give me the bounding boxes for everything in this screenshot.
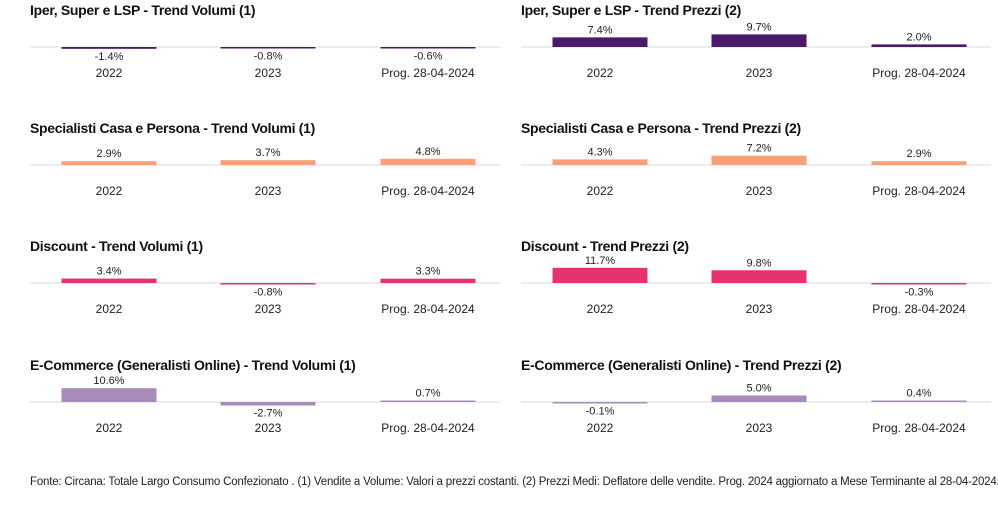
- data-label: 3.3%: [415, 266, 440, 278]
- data-label: 7.4%: [587, 24, 612, 36]
- bar: [220, 160, 316, 165]
- category-label: 2022: [587, 421, 614, 435]
- data-label: -0.6%: [414, 51, 443, 63]
- category-label: 2023: [746, 302, 773, 316]
- bar-chart: 2.9% 2022 3.7% 2023 4.8% Prog. 28-04-2024: [30, 146, 500, 198]
- bar: [61, 47, 157, 49]
- data-label: 2.9%: [906, 148, 931, 160]
- data-label: 4.8%: [415, 146, 440, 158]
- chart-title: Specialisti Casa e Persona - Trend Volum…: [30, 120, 316, 136]
- bar-chart: 4.3% 2022 7.2% 2023 2.9% Prog. 28-04-2024: [521, 143, 991, 198]
- category-label: 2023: [255, 66, 282, 80]
- data-label: 0.4%: [906, 388, 931, 400]
- bar: [871, 44, 967, 47]
- chart-panel-3: Specialisti Casa e Persona - Trend Volum…: [30, 120, 510, 235]
- data-label: -0.8%: [254, 51, 283, 63]
- data-label: 4.3%: [587, 146, 612, 158]
- chart-panel-8: E-Commerce (Generalisti Online) - Trend …: [521, 357, 998, 472]
- bar: [380, 278, 476, 283]
- bar: [871, 161, 967, 165]
- chart-title: E-Commerce (Generalisti Online) - Trend …: [521, 357, 842, 373]
- chart-panel-5: Discount - Trend Volumi (1) 3.4% 2022 -0.8…: [30, 238, 510, 353]
- chart-title: Iper, Super e LSP - Trend Prezzi (2): [521, 2, 742, 18]
- data-label: -0.1%: [586, 406, 615, 418]
- category-label: 2022: [96, 184, 123, 198]
- bar: [552, 37, 648, 47]
- bar: [220, 402, 316, 406]
- chart-title: E-Commerce (Generalisti Online) - Trend …: [30, 357, 356, 373]
- chart-panel-6: Discount - Trend Prezzi (2) 11.7% 2022 9.8…: [521, 238, 998, 353]
- bar: [220, 47, 316, 49]
- category-label: 2023: [255, 302, 282, 316]
- bar: [61, 161, 157, 165]
- data-label: 3.4%: [96, 266, 121, 278]
- bar: [61, 388, 157, 402]
- bar-chart: 10.6% 2022 -2.7%2023 0.7% Prog. 28-04-2024: [30, 375, 500, 435]
- data-label: 7.2%: [746, 143, 771, 155]
- bar-chart: -0.1% 2022 5.0% 2023 0.4% Prog. 28-04-2024: [521, 383, 991, 435]
- chart-title: Discount - Trend Prezzi (2): [521, 238, 689, 254]
- chart-panel-1: Iper, Super e LSP - Trend Volumi (1) -1.…: [30, 2, 510, 117]
- bar: [711, 34, 807, 47]
- chart-panel-7: E-Commerce (Generalisti Online) - Trend …: [30, 357, 510, 472]
- category-label: 2022: [96, 66, 123, 80]
- category-label: Prog. 28-04-2024: [381, 184, 475, 198]
- data-label: 9.8%: [746, 257, 771, 269]
- data-label: 3.7%: [255, 147, 280, 159]
- data-label: 2.9%: [96, 148, 121, 160]
- category-label: 2023: [255, 184, 282, 198]
- bar-chart: -1.4% 2022 -0.8% 2023 -0.6% Prog. 28-04-2024: [30, 46, 500, 80]
- bar-chart: 3.4% 2022 -0.8% 2023 3.3% Prog. 28-04-2024: [30, 266, 500, 316]
- bar: [552, 159, 648, 165]
- bar: [220, 283, 316, 285]
- data-label: 11.7%: [585, 255, 616, 267]
- category-label: 2022: [587, 184, 614, 198]
- bar-chart: 7.4% 2022 9.7% 2023 2.0% Prog. 28-04-2024: [521, 21, 991, 80]
- bar: [552, 402, 648, 404]
- chart-title: Specialisti Casa e Persona - Trend Prezz…: [521, 120, 801, 136]
- bar-chart: 11.7% 2022 9.8% 2023 -0.3% Prog. 28-04-2024: [521, 255, 991, 316]
- category-label: 2023: [746, 421, 773, 435]
- category-label: 2023: [255, 421, 282, 435]
- category-label: 2022: [587, 302, 614, 316]
- data-label: 2.0%: [906, 31, 931, 43]
- bar: [711, 395, 807, 402]
- category-label: 2022: [96, 302, 123, 316]
- data-label: -1.4%: [95, 51, 124, 63]
- category-label: 2022: [587, 66, 614, 80]
- bar: [871, 283, 967, 285]
- bar: [711, 270, 807, 283]
- category-label: 2023: [746, 66, 773, 80]
- category-label: Prog. 28-04-2024: [872, 421, 966, 435]
- category-label: 2023: [746, 184, 773, 198]
- bar: [380, 158, 476, 165]
- data-label: 9.7%: [746, 21, 771, 33]
- category-label: Prog. 28-04-2024: [381, 66, 475, 80]
- category-label: Prog. 28-04-2024: [872, 184, 966, 198]
- chart-title: Discount - Trend Volumi (1): [30, 238, 203, 254]
- category-label: Prog. 28-04-2024: [872, 66, 966, 80]
- bar: [61, 278, 157, 283]
- data-label: -2.7%: [254, 408, 283, 420]
- category-label: 2022: [96, 421, 123, 435]
- bar: [871, 400, 967, 402]
- chart-panel-4: Specialisti Casa e Persona - Trend Prezz…: [521, 120, 998, 235]
- bar: [711, 155, 807, 165]
- data-label: 5.0%: [746, 383, 771, 395]
- category-label: Prog. 28-04-2024: [381, 421, 475, 435]
- source-footnote: Fonte: Circana: Totale Largo Consumo Con…: [30, 476, 998, 488]
- category-label: Prog. 28-04-2024: [381, 302, 475, 316]
- chart-title: Iper, Super e LSP - Trend Volumi (1): [30, 2, 256, 18]
- bar: [380, 47, 476, 49]
- data-label: 10.6%: [93, 375, 124, 387]
- category-label: Prog. 28-04-2024: [872, 302, 966, 316]
- data-label: 0.7%: [415, 388, 440, 400]
- bar: [552, 267, 648, 283]
- data-label: -0.8%: [254, 287, 283, 299]
- chart-panel-2: Iper, Super e LSP - Trend Prezzi (2) 7.4…: [521, 2, 998, 117]
- bar: [380, 400, 476, 402]
- data-label: -0.3%: [905, 287, 934, 299]
